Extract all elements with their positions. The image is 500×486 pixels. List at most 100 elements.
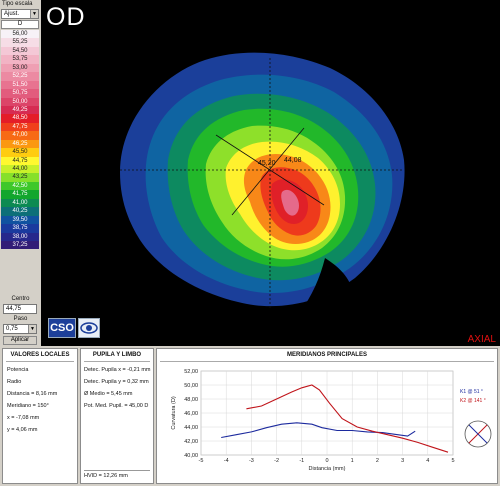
- contour-pink: [281, 189, 299, 216]
- local-values-panel: VALORES LOCALES Potencia Radio Distancia…: [2, 348, 78, 484]
- x-tick-label: 2: [376, 458, 379, 464]
- hvid-value: HVID = 12,26 mm: [84, 470, 150, 480]
- scale-row: 50,75: [1, 89, 39, 98]
- x-tick-label: 0: [325, 458, 328, 464]
- legend-k2: K2 @ 141 °: [460, 398, 486, 404]
- scale-row: 51,50: [1, 80, 39, 90]
- scale-row: 55,25: [1, 38, 39, 47]
- local-values-title: VALORES LOCALES: [10, 352, 70, 358]
- color-scale-panel: Tipo escala Ajust. ▼ D 56,00 55,25 54,50 53…: [0, 0, 41, 346]
- y-tick-label: 40,00: [184, 453, 198, 459]
- scale-row: 38,00: [1, 232, 39, 241]
- x-value: x = -7,08 mm: [7, 415, 40, 421]
- eye-icon: [78, 318, 100, 338]
- scale-row: 39,50: [1, 215, 39, 225]
- pupil-power-value: Pot. Med. Pupil. = 45,00 D: [84, 403, 149, 409]
- axis-crosshair: [120, 58, 404, 310]
- distancia-value: Distancia = 8,16 mm: [7, 391, 58, 397]
- principal-meridians-panel: MERIDIANOS PRINCIPALES 40,00 42,00 44,00 46…: [156, 348, 498, 484]
- chart-legend: K1 @ 51 ° K2 @ 141 °: [460, 389, 486, 404]
- paso-value: 0,75: [6, 326, 18, 332]
- scale-type-select[interactable]: Ajust. ▼: [1, 9, 39, 19]
- paso-label: Paso: [13, 316, 28, 322]
- scale-row: 45,50: [1, 148, 39, 157]
- pupil-limbus-title: PUPILA Y LIMBO: [92, 352, 142, 358]
- x-tick-label: -2: [274, 458, 279, 464]
- scale-row: 37,25: [1, 240, 39, 250]
- scale-row: 47,75: [1, 122, 39, 132]
- scale-type-label: Tipo escala: [2, 1, 33, 7]
- potencia-label: Potencia: [7, 367, 29, 373]
- meridian-orientation-icon: [464, 420, 492, 448]
- scale-row: 52,25: [1, 72, 39, 81]
- pupil-y-value: Detec. Pupila y = 0,32 mm: [84, 379, 149, 385]
- y-tick-label: 42,00: [184, 439, 198, 445]
- x-tick-label: -3: [249, 458, 254, 464]
- results-panels: VALORES LOCALES Potencia Radio Distancia…: [0, 346, 500, 486]
- cso-logo: CSO: [48, 318, 100, 338]
- series-k1-line: [221, 422, 416, 439]
- y-tick-label: 46,00: [184, 411, 198, 417]
- y-value: y = 4,06 mm: [7, 427, 38, 433]
- centro-label: Centro: [11, 296, 30, 302]
- eye-label: OD: [46, 3, 86, 31]
- title-divider: [84, 361, 150, 362]
- scale-row: 47,00: [1, 131, 39, 140]
- scale-row: 50,00: [1, 97, 39, 106]
- k1-value: 45,20: [258, 160, 276, 167]
- logo-text: CSO: [48, 318, 76, 338]
- scale-row: 41,00: [1, 198, 39, 208]
- scale-list: 56,00 55,25 54,50 53,75 53,00 52,25 51,50 50,75…: [1, 30, 39, 250]
- x-tick-label: 3: [401, 458, 404, 464]
- title-divider: [6, 361, 74, 362]
- centro-input[interactable]: 44,75: [3, 304, 37, 314]
- chevron-down-icon: ▼: [30, 10, 38, 18]
- scale-row: 49,25: [1, 105, 39, 115]
- x-tick-label: 4: [426, 458, 429, 464]
- scale-row: 54,50: [1, 46, 39, 56]
- scale-row: 56,00: [1, 30, 39, 39]
- legend-k1: K1 @ 51 °: [460, 389, 483, 395]
- scale-row: 44,75: [1, 156, 39, 165]
- principal-meridians: [215, 127, 325, 216]
- pupil-x-value: Detec. Pupila x = -0,21 mm: [84, 367, 151, 373]
- k2-value: 44,08: [284, 157, 302, 164]
- x-axis-label: Distancia (mm): [309, 466, 346, 472]
- scale-row: 53,00: [1, 63, 39, 73]
- x-tick-label: -1: [299, 458, 304, 464]
- x-tick-label: -4: [224, 458, 229, 464]
- x-tick-label: -5: [199, 458, 204, 464]
- apply-button[interactable]: Aplicar: [3, 336, 37, 345]
- scale-row: 42,50: [1, 181, 39, 191]
- topography-view: 45,20 44,08 Tipo escala Ajust. ▼ D 56,00…: [0, 0, 496, 346]
- scale-row: 46,25: [1, 139, 39, 149]
- y-tick-label: 52,00: [184, 369, 198, 375]
- meridians-title: MERIDIANOS PRINCIPALES: [287, 352, 367, 358]
- map-notch: [300, 258, 352, 312]
- pupil-diameter-value: Ø Medio = 5,45 mm: [84, 391, 133, 397]
- scale-row: 48,50: [1, 114, 39, 123]
- scale-row: 43,25: [1, 173, 39, 182]
- y-tick-label: 50,00: [184, 383, 198, 389]
- title-divider: [160, 361, 494, 362]
- series-k2-line: [246, 384, 449, 453]
- meridians-chart: 40,00 42,00 44,00 46,00 48,00 50,00 52,00 -5 -4 -…: [171, 369, 455, 472]
- x-tick-label: 5: [451, 458, 454, 464]
- map-contours: [120, 52, 405, 312]
- scale-row: 44,00: [1, 165, 39, 174]
- paso-select[interactable]: 0,75 ▼: [3, 324, 37, 334]
- radio-label: Radio: [7, 379, 22, 385]
- scale-row: 40,25: [1, 207, 39, 216]
- y-axis-label: Curvatura (D): [171, 396, 177, 429]
- scale-unit-header: D: [1, 20, 39, 29]
- meridiano-value: Meridiano = 150°: [7, 403, 49, 409]
- map-mode-label: AXIAL: [467, 334, 496, 345]
- scale-row: 38,75: [1, 224, 39, 233]
- scale-row: 53,75: [1, 55, 39, 64]
- pupil-limbus-panel: PUPILA Y LIMBO Detec. Pupila x = -0,21 m…: [80, 348, 154, 484]
- y-tick-label: 44,00: [184, 425, 198, 431]
- y-tick-label: 48,00: [184, 397, 198, 403]
- scale-type-value: Ajust.: [4, 11, 20, 17]
- corneal-topography-map: 45,20 44,08: [120, 52, 405, 312]
- x-tick-label: 1: [351, 458, 354, 464]
